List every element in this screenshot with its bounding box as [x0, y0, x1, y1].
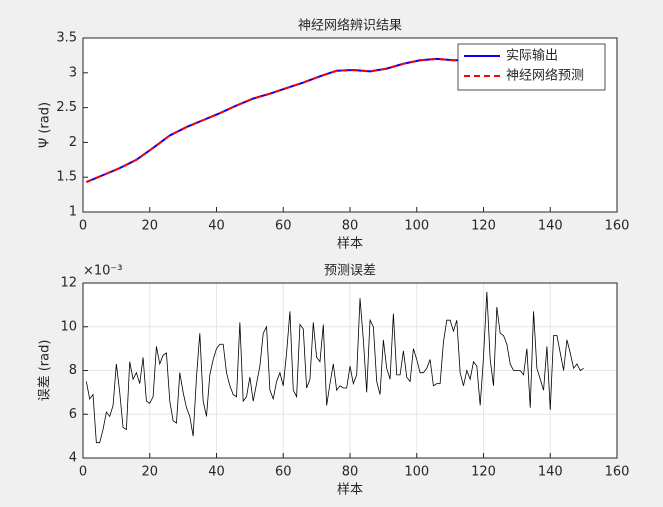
- legend-label: 神经网络预测: [506, 68, 584, 84]
- y-exponent: ×10⁻³: [83, 264, 123, 279]
- y-tick-label: 10: [60, 319, 77, 334]
- axes-box: [82, 282, 618, 459]
- x-tick-label: 20: [141, 465, 158, 480]
- axes-box: [82, 37, 618, 213]
- x-axis-label: 样本: [337, 483, 363, 498]
- chart-title: 神经网络辨识结果: [298, 18, 402, 34]
- x-tick-label: 80: [342, 465, 359, 480]
- y-tick-label: 2: [69, 135, 77, 150]
- x-tick-label: 60: [275, 219, 292, 234]
- x-tick-label: 40: [208, 219, 225, 234]
- chart-title: 预测误差: [324, 264, 376, 279]
- x-tick-label: 40: [208, 465, 225, 480]
- x-tick-label: 60: [275, 465, 292, 480]
- x-tick-label: 20: [141, 219, 158, 234]
- x-tick-label: 100: [404, 219, 429, 234]
- x-tick-label: 140: [538, 465, 563, 480]
- legend-box: [457, 43, 606, 91]
- legend-label: 实际输出: [506, 48, 558, 64]
- x-tick-label: 140: [538, 219, 563, 234]
- x-tick-label: 100: [404, 465, 429, 480]
- y-tick-label: 12: [60, 276, 77, 291]
- x-tick-label: 120: [471, 465, 496, 480]
- y-axis-label: 误差 (rad): [38, 340, 53, 402]
- x-tick-label: 80: [342, 219, 359, 234]
- y-tick-label: 1.5: [56, 170, 77, 185]
- y-tick-label: 1: [69, 205, 77, 220]
- x-tick-label: 0: [79, 465, 87, 480]
- y-tick-label: 3.5: [56, 31, 77, 46]
- y-tick-label: 4: [69, 451, 77, 466]
- y-tick-label: 2.5: [56, 100, 77, 115]
- y-tick-label: 8: [69, 363, 77, 378]
- series-line: [85, 291, 584, 444]
- x-tick-label: 0: [79, 219, 87, 234]
- x-axis-label: 样本: [337, 237, 363, 252]
- x-tick-label: 120: [471, 219, 496, 234]
- y-tick-label: 3: [69, 65, 77, 80]
- y-axis-label: Ψ (rad): [38, 102, 53, 148]
- y-tick-label: 6: [69, 407, 77, 422]
- x-tick-label: 160: [605, 219, 630, 234]
- x-tick-label: 160: [605, 465, 630, 480]
